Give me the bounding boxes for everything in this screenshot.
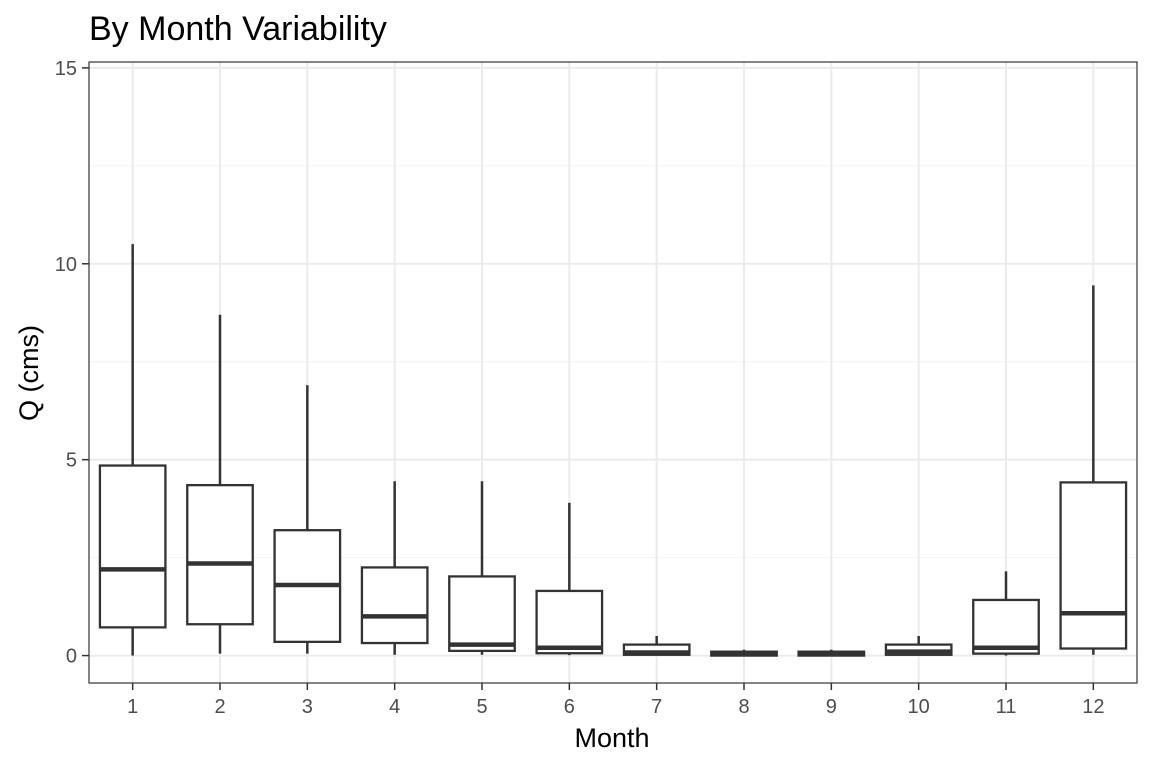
x-tick-label: 6 (564, 696, 575, 718)
y-tick-label: 5 (66, 450, 77, 472)
x-tick-label: 1 (127, 696, 138, 718)
x-tick-label: 8 (738, 696, 749, 718)
box-month-1 (98, 244, 167, 656)
x-axis-title: Month (574, 723, 649, 753)
box-month-7 (622, 635, 691, 656)
y-tick-label: 10 (55, 254, 77, 276)
box (535, 589, 604, 655)
box (448, 575, 516, 653)
box (186, 483, 254, 626)
x-tick-label: 5 (476, 696, 487, 718)
box-month-10 (884, 635, 953, 656)
box-month-6 (535, 502, 604, 656)
y-tick-label: 0 (66, 646, 77, 668)
box-month-9 (797, 649, 866, 657)
box-month-4 (360, 481, 429, 655)
box (622, 643, 691, 656)
box-month-12 (1059, 285, 1128, 655)
panel-border (88, 61, 1138, 684)
chart-title: By Month Variability (89, 10, 387, 48)
grid (89, 62, 1137, 683)
box-month-5 (448, 481, 516, 655)
y-tick-label: 15 (55, 58, 77, 80)
y-axis-title: Q (cms) (14, 325, 44, 421)
box (972, 598, 1040, 655)
x-tick-label: 4 (389, 696, 400, 718)
x-tick-label: 12 (1082, 696, 1104, 718)
x-tick-label: 7 (651, 696, 662, 718)
x-tick-label: 2 (214, 696, 225, 718)
box-month-3 (273, 385, 342, 654)
x-tick-label: 9 (826, 696, 837, 718)
box-month-2 (186, 314, 254, 654)
box (1059, 481, 1128, 650)
box (360, 566, 429, 645)
box-month-8 (710, 649, 778, 657)
box-month-11 (972, 571, 1040, 656)
box-marks (98, 244, 1128, 657)
x-tick-label: 11 (996, 696, 1017, 718)
x-tick-label: 3 (302, 696, 313, 718)
box (98, 464, 167, 629)
x-tick-label: 10 (908, 696, 930, 718)
